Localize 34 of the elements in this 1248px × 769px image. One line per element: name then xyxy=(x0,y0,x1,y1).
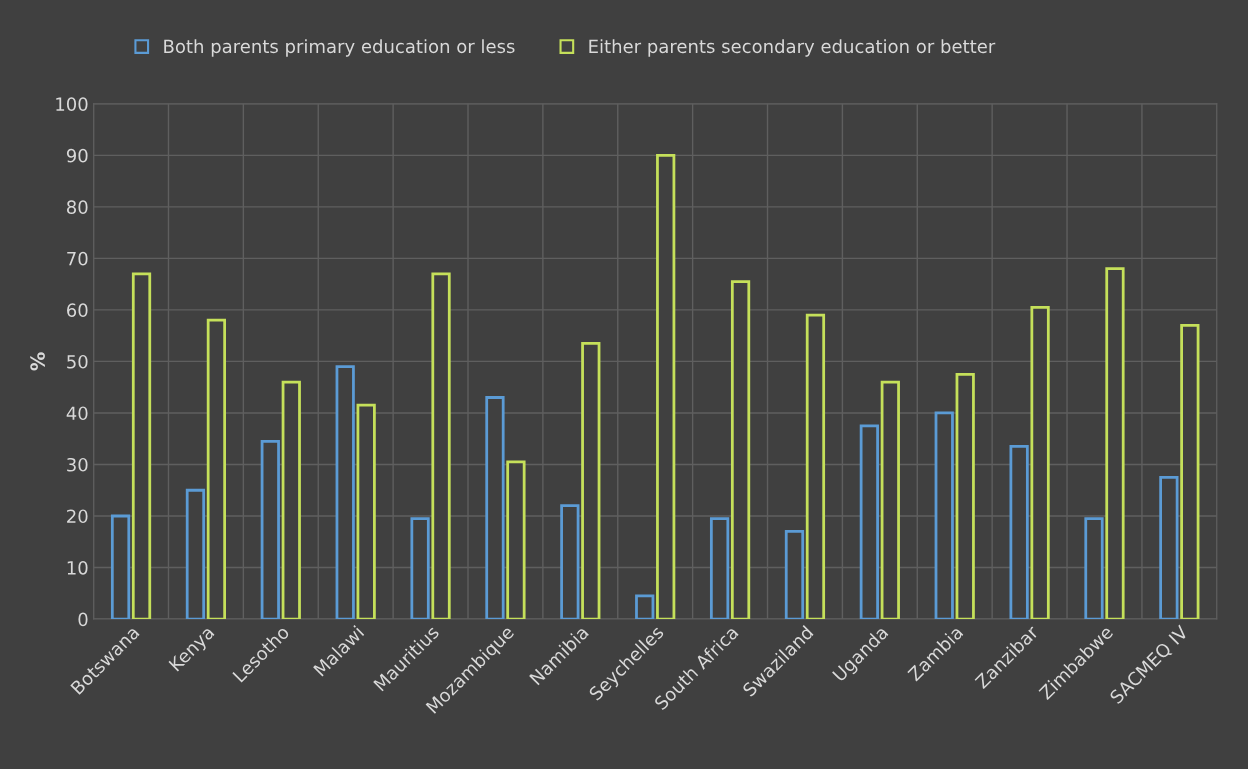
y-tick-label: 50 xyxy=(67,354,88,369)
bar xyxy=(635,594,655,620)
bar xyxy=(185,488,206,620)
legend-label: Both parents primary education or less xyxy=(164,39,515,57)
bar xyxy=(730,280,751,620)
bar xyxy=(110,514,131,620)
bar xyxy=(206,318,227,620)
bar xyxy=(805,313,826,620)
bar xyxy=(859,424,879,620)
bar xyxy=(709,517,730,620)
y-tick-label: 40 xyxy=(66,406,88,421)
bar xyxy=(955,372,975,620)
legend-label: Either parents secondary education or better xyxy=(589,39,996,57)
bar xyxy=(934,411,954,620)
bar xyxy=(281,380,301,620)
y-tick-label: 80 xyxy=(66,200,88,214)
bar xyxy=(656,153,676,620)
bar xyxy=(581,342,601,620)
y-tick-label: 30 xyxy=(67,457,88,472)
bar xyxy=(131,272,152,620)
y-tick-label: 0 xyxy=(78,612,88,627)
y-tick-label: 90 xyxy=(66,148,88,163)
bar xyxy=(880,380,900,620)
bar xyxy=(560,504,580,620)
y-tick-label: 70 xyxy=(67,251,88,266)
y-tick-label: 60 xyxy=(67,303,88,318)
y-tick-label: 10 xyxy=(67,560,88,575)
y-tick-label: 100 xyxy=(56,97,88,111)
bar xyxy=(784,530,805,620)
y-axis-title: % xyxy=(30,352,45,371)
bar xyxy=(260,439,280,620)
y-tick-label: 20 xyxy=(67,509,88,524)
bar xyxy=(356,403,376,620)
bar xyxy=(335,365,355,620)
